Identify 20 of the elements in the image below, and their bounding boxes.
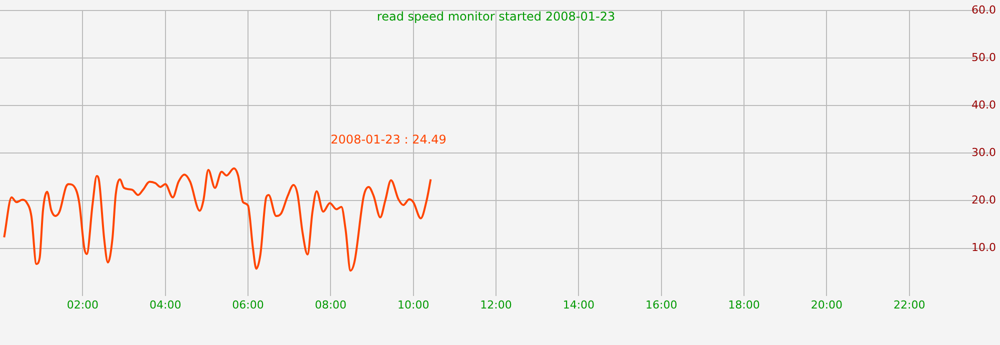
y-tick-label: 10.0	[972, 241, 996, 254]
y-tick-label: 50.0	[972, 50, 996, 64]
chart-title: read speed monitor started 2008-01-23	[376, 10, 616, 24]
x-tick-label: 20:00	[810, 298, 843, 312]
y-tick-label: 60.0	[972, 3, 996, 16]
x-tick-label: 10:00	[397, 298, 430, 312]
y-tick-label: 40.0	[972, 98, 996, 112]
x-tick-label: 18:00	[728, 298, 760, 312]
x-tick-label: 12:00	[480, 298, 512, 312]
x-tick-label: 06:00	[232, 298, 264, 312]
line-series	[3, 167, 432, 272]
x-tick-label: 16:00	[645, 298, 678, 312]
x-tick-label: 22:00	[893, 298, 926, 312]
x-tick-label: 04:00	[149, 298, 182, 312]
annotation: 2008-01-23 : 24.49	[330, 132, 446, 146]
y-tick-label: 20.0	[972, 194, 996, 207]
y-tick-label: 30.0	[972, 146, 996, 160]
x-tick-label: 14:00	[562, 298, 595, 312]
x-tick-label: 08:00	[314, 298, 347, 312]
x-tick-label: 02:00	[66, 298, 99, 312]
